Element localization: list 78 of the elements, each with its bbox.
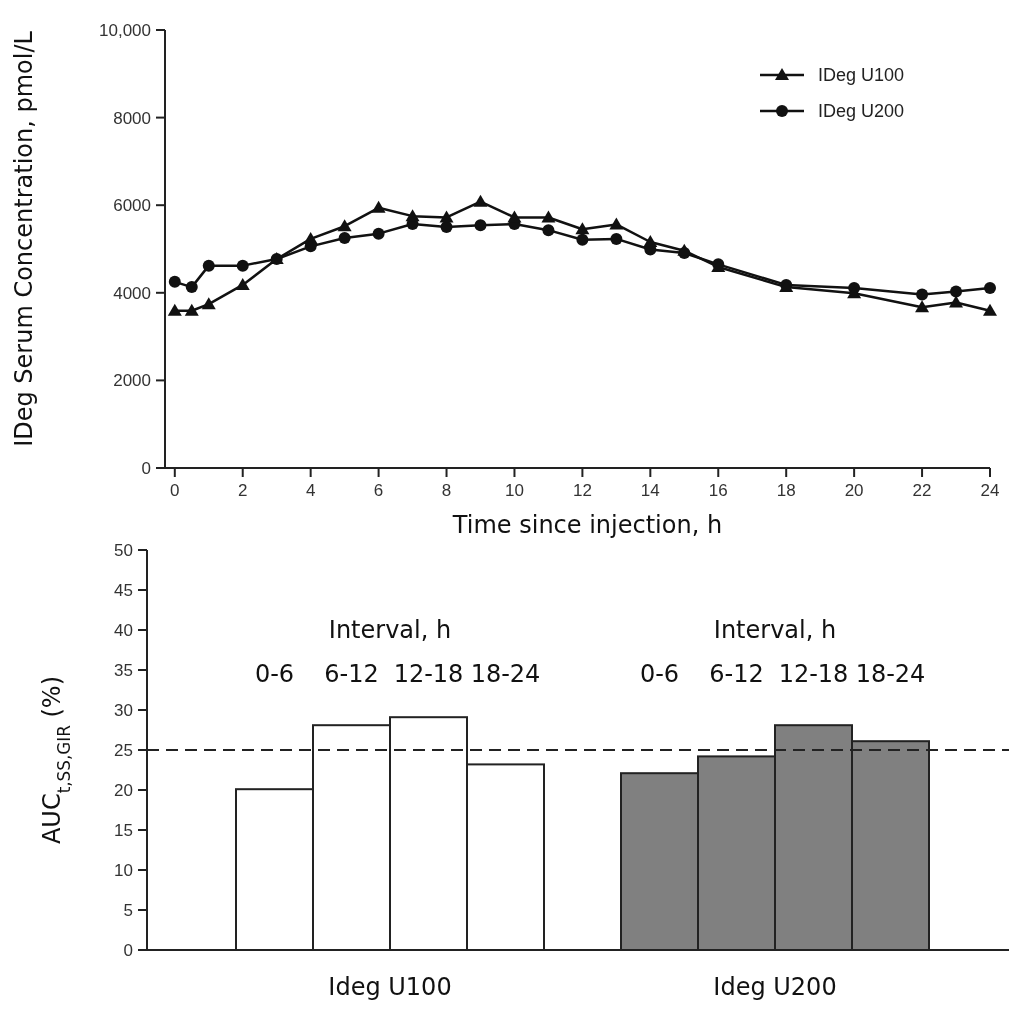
point xyxy=(167,303,182,316)
x-tick-label: 18-24 xyxy=(470,660,541,688)
x-tick-label: 14 xyxy=(640,481,660,500)
x-tick-label: 24 xyxy=(980,481,1000,500)
text: Ideg U200 xyxy=(713,973,837,1001)
point xyxy=(371,200,386,213)
point xyxy=(473,194,488,207)
annotation: Interval, h xyxy=(328,616,452,644)
y-tick-label: 40 xyxy=(114,620,133,640)
point xyxy=(338,232,351,245)
point xyxy=(542,224,555,237)
point xyxy=(185,281,198,294)
x-tick-label: 18 xyxy=(776,481,796,500)
y-tick-label: 5 xyxy=(123,900,133,920)
x-tick-label: 10 xyxy=(505,481,524,500)
point xyxy=(950,285,963,298)
x-tick-label: 12 xyxy=(572,481,592,500)
x-tick-label: 18-24 xyxy=(855,660,926,688)
point xyxy=(915,300,930,313)
point xyxy=(184,303,199,316)
x-tick-label: 16 xyxy=(708,481,728,500)
x-tick-label: 22 xyxy=(912,481,932,500)
x-tick-label: 6-12 xyxy=(709,660,764,688)
point xyxy=(474,219,487,232)
y-tick-label: 4000 xyxy=(113,283,151,303)
point xyxy=(575,222,590,235)
annotation: Interval, h xyxy=(713,616,837,644)
x-tick-label: 6-12 xyxy=(324,660,379,688)
point xyxy=(202,259,215,272)
y-tick-label: 35 xyxy=(114,660,133,680)
point xyxy=(337,219,352,232)
point xyxy=(405,209,420,222)
point xyxy=(372,227,385,240)
x-tick-label: 8 xyxy=(441,481,452,500)
text: Ideg U100 xyxy=(328,973,452,1001)
point xyxy=(610,232,623,245)
point xyxy=(609,217,624,230)
y-tick-label: 6000 xyxy=(113,196,151,216)
point xyxy=(916,288,929,301)
point xyxy=(303,231,318,244)
y-tick-label: 25 xyxy=(114,740,133,760)
point xyxy=(168,275,181,288)
point xyxy=(236,259,249,272)
legend-label: IDeg U200 xyxy=(818,101,905,122)
x-tick-label: 20 xyxy=(844,481,864,500)
point xyxy=(541,210,556,223)
x-tick-label: 0-6 xyxy=(639,660,680,688)
y-tick-label: 45 xyxy=(114,580,133,600)
point xyxy=(235,277,250,290)
x-tick-label: 12-18 xyxy=(778,660,849,688)
point xyxy=(576,233,589,246)
x-axis-title: Time since injection, h xyxy=(451,511,723,539)
point xyxy=(507,210,522,223)
y-tick-label: 0 xyxy=(141,458,151,478)
y-tick-label: 0 xyxy=(123,940,133,960)
point xyxy=(440,221,453,234)
y-tick-label: 30 xyxy=(114,700,133,720)
point xyxy=(643,234,658,247)
point xyxy=(983,303,997,316)
y-tick-label: 20 xyxy=(114,780,133,800)
y-tick-label: 2000 xyxy=(113,371,151,391)
x-tick-label: 0-6 xyxy=(254,660,295,688)
point xyxy=(984,281,996,294)
y-tick-label: 10 xyxy=(114,860,133,880)
y-tick-label: 8000 xyxy=(113,108,151,128)
x-tick-label: 0 xyxy=(170,481,180,500)
y-tick-label: 50 xyxy=(114,540,133,560)
legend-label: IDeg U100 xyxy=(818,65,905,86)
y-tick-label: 15 xyxy=(114,820,133,840)
x-tick-label: 2 xyxy=(237,481,248,500)
x-tick-label: 4 xyxy=(305,481,316,500)
point xyxy=(201,297,216,310)
point xyxy=(439,210,454,223)
x-tick-label: 12-18 xyxy=(393,660,464,688)
x-tick-label: 6 xyxy=(373,481,384,500)
point xyxy=(949,295,964,308)
y-axis-title: IDeg Serum Concentration, pmol/L xyxy=(10,30,38,447)
y-tick-label: 10,000 xyxy=(99,20,151,40)
